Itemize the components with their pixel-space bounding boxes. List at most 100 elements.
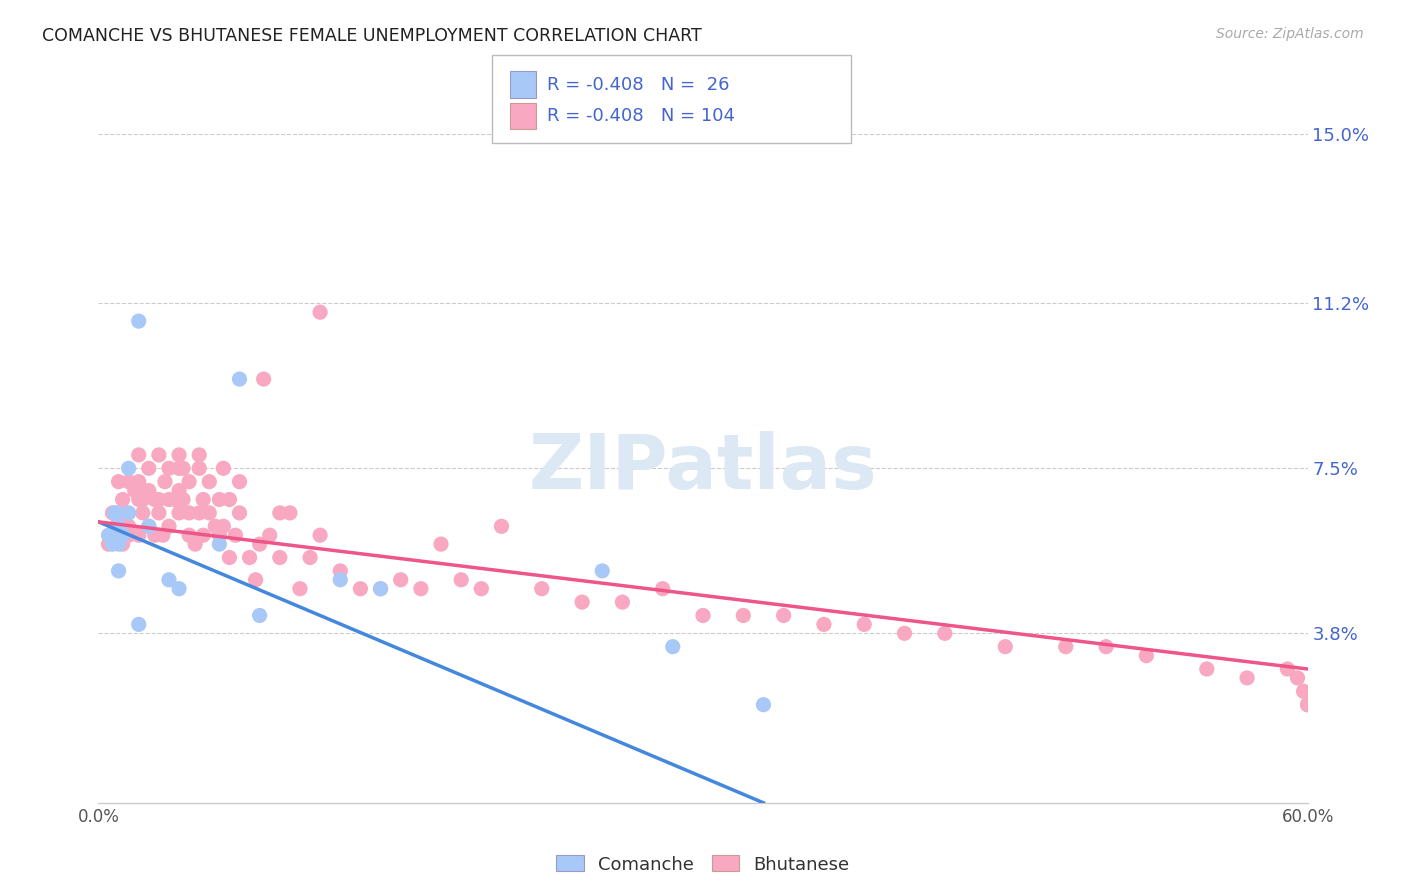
Point xyxy=(167,506,190,520)
Point xyxy=(115,506,138,520)
Point xyxy=(111,537,134,551)
Point xyxy=(278,506,301,520)
Text: R = -0.408   N =  26: R = -0.408 N = 26 xyxy=(547,76,730,94)
Point xyxy=(118,528,141,542)
Point xyxy=(1286,671,1309,685)
Point xyxy=(253,372,276,386)
Point xyxy=(179,528,201,542)
Point xyxy=(269,506,291,520)
Point xyxy=(224,528,246,542)
Point xyxy=(179,475,201,489)
Point xyxy=(813,617,835,632)
Point xyxy=(103,533,125,547)
Point xyxy=(118,506,141,520)
Point xyxy=(430,537,453,551)
Point xyxy=(143,492,166,507)
Point xyxy=(470,582,492,596)
Point xyxy=(118,475,141,489)
Point xyxy=(138,519,160,533)
Point xyxy=(450,573,472,587)
Point xyxy=(107,537,129,551)
Point xyxy=(249,537,271,551)
Point xyxy=(692,608,714,623)
Point xyxy=(107,475,129,489)
Point xyxy=(772,608,794,623)
Point xyxy=(349,582,371,596)
Point xyxy=(97,528,120,542)
Point xyxy=(1095,640,1118,654)
Point xyxy=(1296,698,1319,712)
Point xyxy=(389,573,412,587)
Point xyxy=(153,475,176,489)
Point xyxy=(105,506,128,520)
Point xyxy=(612,595,634,609)
Legend: Comanche, Bhutanese: Comanche, Bhutanese xyxy=(550,848,856,880)
Point xyxy=(228,475,250,489)
Point xyxy=(208,528,231,542)
Point xyxy=(128,617,150,632)
Point xyxy=(157,461,180,475)
Point xyxy=(249,608,271,623)
Point xyxy=(103,506,125,520)
Point xyxy=(107,519,129,533)
Point xyxy=(132,492,155,507)
Point xyxy=(571,595,593,609)
Point xyxy=(152,528,174,542)
Point xyxy=(530,582,553,596)
Point xyxy=(157,519,180,533)
Point xyxy=(132,506,155,520)
Point xyxy=(299,550,322,565)
Point xyxy=(172,492,194,507)
Point xyxy=(107,564,129,578)
Point xyxy=(934,626,956,640)
Point xyxy=(218,550,240,565)
Point xyxy=(128,492,150,507)
Point xyxy=(188,461,211,475)
Point xyxy=(198,475,221,489)
Point xyxy=(370,582,392,596)
Point xyxy=(208,537,231,551)
Point xyxy=(128,475,150,489)
Point xyxy=(228,506,250,520)
Point xyxy=(204,519,226,533)
Point xyxy=(370,582,392,596)
Point xyxy=(167,448,190,462)
Point xyxy=(591,564,613,578)
Point xyxy=(752,698,775,712)
Point xyxy=(269,550,291,565)
Point xyxy=(128,314,150,328)
Point xyxy=(103,524,125,538)
Point xyxy=(245,573,267,587)
Text: ZIPatlas: ZIPatlas xyxy=(529,432,877,505)
Point xyxy=(105,528,128,542)
Point xyxy=(167,461,190,475)
Point xyxy=(212,461,235,475)
Point xyxy=(184,537,207,551)
Point xyxy=(143,528,166,542)
Point xyxy=(309,305,332,319)
Point xyxy=(101,537,124,551)
Point xyxy=(167,483,190,498)
Point xyxy=(167,582,190,596)
Point xyxy=(103,528,125,542)
Point xyxy=(124,483,146,498)
Point xyxy=(212,519,235,533)
Point xyxy=(218,492,240,507)
Point xyxy=(288,582,311,596)
Text: Source: ZipAtlas.com: Source: ZipAtlas.com xyxy=(1216,27,1364,41)
Point xyxy=(409,582,432,596)
Point xyxy=(853,617,876,632)
Point xyxy=(148,506,170,520)
Point xyxy=(157,573,180,587)
Point xyxy=(128,448,150,462)
Point xyxy=(118,461,141,475)
Point xyxy=(193,492,215,507)
Point xyxy=(1054,640,1077,654)
Point xyxy=(1135,648,1157,663)
Point xyxy=(128,528,150,542)
Point xyxy=(172,461,194,475)
Point xyxy=(329,564,352,578)
Point xyxy=(329,573,352,587)
Point xyxy=(208,492,231,507)
Point xyxy=(259,528,281,542)
